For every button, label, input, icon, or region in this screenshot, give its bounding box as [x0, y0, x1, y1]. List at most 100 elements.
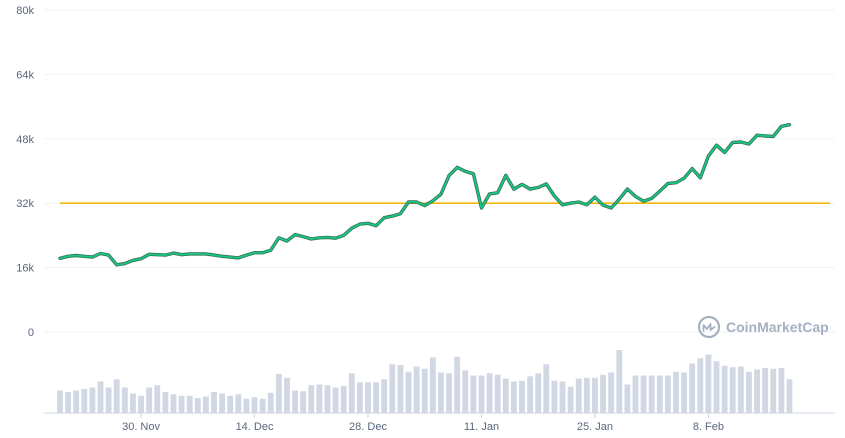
volume-bar	[713, 361, 720, 413]
x-axis: 30. Nov 14. Dec 28. Dec 11. Jan 25. Jan 8. Fe…	[122, 413, 724, 433]
y-tick-label: 0	[28, 327, 34, 339]
price-line-shadow	[58, 122, 792, 267]
volume-bar	[527, 376, 534, 413]
volume-bar	[535, 373, 542, 413]
volume-bar	[97, 381, 104, 413]
volume-bar	[348, 373, 355, 413]
volume-bar	[421, 368, 428, 413]
volume-bar	[211, 392, 217, 413]
volume-bar	[373, 382, 380, 413]
coinmarketcap-logo-mark	[702, 323, 716, 332]
volume-bar	[786, 379, 793, 413]
y-axis: 0 16k 32k 48k 64k 80k	[16, 5, 34, 339]
volume-bar	[478, 375, 485, 413]
volume-bar	[616, 350, 623, 413]
volume-bar	[600, 374, 606, 413]
volume-bar	[365, 382, 371, 413]
volume-bar	[105, 387, 112, 413]
volume-bar	[543, 364, 550, 413]
volume-bar	[567, 386, 574, 413]
x-tick-label: 14. Dec	[236, 421, 274, 433]
volume-bar	[81, 389, 88, 413]
volume-bar	[519, 380, 525, 413]
volume-bar	[316, 384, 323, 413]
volume-bar	[413, 366, 420, 413]
x-tick-label: 8. Feb	[693, 421, 724, 433]
volume-bar	[332, 387, 339, 413]
volume-bar	[178, 395, 185, 413]
volume-bar	[770, 368, 777, 413]
volume-bar	[130, 393, 136, 413]
price-line	[59, 123, 791, 266]
volume-bar	[89, 387, 96, 413]
volume-bar	[113, 379, 120, 413]
volume-bar	[251, 397, 258, 413]
volume-bar	[446, 373, 452, 413]
volume-bar	[194, 398, 201, 413]
volume-bars	[44, 350, 835, 414]
volume-bar	[673, 371, 679, 413]
volume-bar	[162, 392, 169, 413]
volume-bar	[284, 377, 290, 413]
volume-bar	[640, 375, 647, 413]
volume-bar	[681, 372, 688, 413]
volume-bar	[73, 390, 80, 413]
volume-bar	[170, 394, 177, 413]
price-line-group	[58, 122, 792, 267]
grid-lines	[44, 9, 835, 333]
volume-bar	[121, 387, 128, 413]
volume-bar	[65, 392, 72, 413]
volume-bar	[243, 398, 250, 413]
volume-bar	[227, 395, 234, 413]
volume-bar	[438, 372, 444, 413]
coinmarketcap-logo-icon	[697, 315, 721, 339]
volume-bar	[624, 384, 631, 413]
volume-bar	[648, 375, 655, 413]
volume-bar	[746, 371, 752, 413]
volume-bar	[608, 372, 615, 413]
volume-bar	[356, 382, 363, 413]
volume-bar	[267, 392, 274, 413]
volume-bar	[592, 377, 598, 413]
watermark-text: CoinMarketCap	[726, 319, 829, 335]
volume-bar	[219, 393, 226, 413]
y-tick-label: 32k	[16, 198, 34, 210]
volume-bar	[397, 365, 404, 413]
volume-bar	[389, 364, 396, 413]
volume-bar	[551, 380, 558, 413]
volume-bar	[324, 385, 331, 413]
volume-bar	[656, 375, 663, 413]
volume-bar	[754, 369, 760, 413]
volume-bar	[575, 378, 582, 413]
volume-bar	[664, 375, 671, 413]
volume-bar	[486, 373, 493, 413]
volume-bar	[470, 375, 477, 413]
volume-bar	[300, 391, 307, 413]
volume-bar	[737, 366, 744, 413]
volume-bar	[454, 356, 461, 413]
volume-bar	[721, 365, 728, 413]
x-tick-label: 28. Dec	[349, 421, 387, 433]
volume-bar	[292, 390, 298, 413]
volume-bar	[57, 390, 63, 413]
volume-bar	[762, 368, 769, 413]
y-tick-label: 80k	[16, 5, 34, 17]
volume-bar	[259, 398, 266, 413]
volume-bar	[705, 354, 712, 413]
volume-bar	[778, 368, 785, 413]
volume-bar	[340, 386, 347, 413]
volume-bar	[494, 374, 501, 413]
volume-bar	[308, 385, 315, 413]
volume-bar	[405, 371, 412, 413]
volume-bar	[689, 363, 696, 413]
volume-bar	[510, 381, 517, 413]
volume-bar	[275, 374, 282, 413]
volume-bar	[429, 357, 436, 413]
y-tick-label: 64k	[16, 69, 34, 81]
volume-bar	[502, 378, 509, 413]
watermark: CoinMarketCap	[697, 315, 829, 339]
volume-bar	[462, 370, 469, 413]
volume-bar	[235, 394, 242, 413]
volume-bar	[729, 367, 736, 413]
